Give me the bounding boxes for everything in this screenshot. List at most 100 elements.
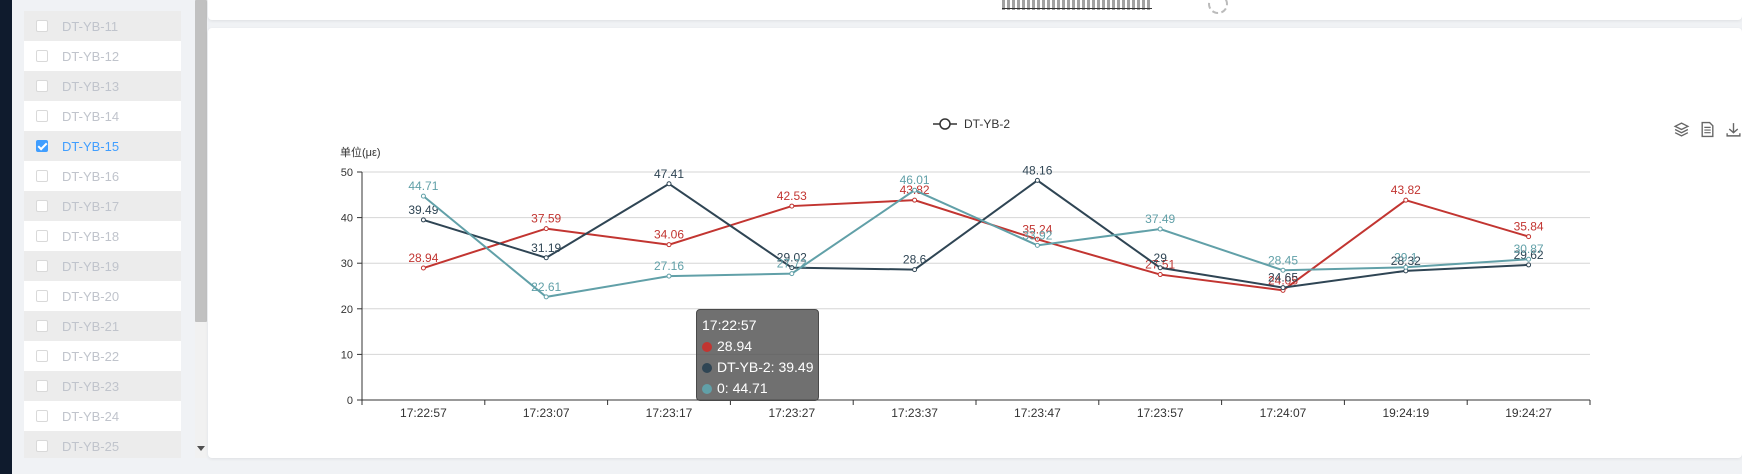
sensor-checkbox[interactable] xyxy=(36,440,48,452)
legend-label: DT-YB-2 xyxy=(964,117,1010,131)
sensor-label: DT-YB-20 xyxy=(62,288,120,304)
series-group: 39.49 31.19 47.41 29.02 28.6 48.16 29 24.65 28.3… xyxy=(408,163,1544,291)
sensor-checkbox[interactable] xyxy=(36,230,48,242)
sensor-checkbox[interactable] xyxy=(36,50,48,62)
sensor-item[interactable]: DT-YB-15 xyxy=(24,131,181,161)
sensor-item[interactable]: DT-YB-24 xyxy=(24,401,181,431)
data-point xyxy=(420,265,426,271)
sensor-label: DT-YB-14 xyxy=(62,108,120,124)
data-label: 39.49 xyxy=(408,203,438,217)
sensor-checkbox[interactable] xyxy=(36,170,48,182)
data-label: 34.06 xyxy=(654,228,684,242)
data-label: 29.62 xyxy=(1514,248,1544,262)
y-tick-label: 40 xyxy=(341,213,353,225)
sensor-checkbox[interactable] xyxy=(36,260,48,272)
sensor-item[interactable]: DT-YB-25 xyxy=(24,431,181,458)
data-point xyxy=(666,273,672,279)
data-point xyxy=(1526,256,1532,262)
tooltip-row: DT-YB-2: 39.49 xyxy=(702,357,818,378)
y-tick-label: 20 xyxy=(341,304,353,316)
sensor-checkbox[interactable] xyxy=(36,200,48,212)
data-point xyxy=(912,267,918,273)
series-line xyxy=(423,179,1529,289)
tooltip-row: 0: 44.71 xyxy=(702,378,818,399)
sensor-checkbox[interactable] xyxy=(36,20,48,32)
sensor-item[interactable]: DT-YB-22 xyxy=(24,341,181,371)
data-point xyxy=(1157,265,1163,271)
layers-icon[interactable] xyxy=(1673,121,1690,138)
data-point xyxy=(1034,242,1040,248)
sensor-label: DT-YB-15 xyxy=(62,138,120,154)
series-dot-icon xyxy=(702,362,712,373)
sensor-checkbox[interactable] xyxy=(36,410,48,422)
data-point xyxy=(1157,272,1163,278)
sensor-item[interactable]: DT-YB-17 xyxy=(24,191,181,221)
sensor-label: DT-YB-23 xyxy=(62,378,120,394)
sensor-list[interactable]: DT-YB-11 DT-YB-12 DT-YB-13 DT-YB-14 DT-YB-15… xyxy=(24,0,181,458)
sensor-label: DT-YB-24 xyxy=(62,408,120,424)
line-chart: 0 10 20 30 40 50 17:22:57 17:23:07 17:23:17 17:23… xyxy=(340,117,1591,420)
data-label: 24.65 xyxy=(1268,271,1298,285)
sensor-checkbox[interactable] xyxy=(36,380,48,392)
data-point xyxy=(1403,264,1409,270)
sensor-item[interactable]: DT-YB-23 xyxy=(24,371,181,401)
sensor-item[interactable]: DT-YB-16 xyxy=(24,161,181,191)
sensor-label: DT-YB-18 xyxy=(62,228,120,244)
data-label: 33.92 xyxy=(1022,228,1052,242)
sensor-item[interactable]: DT-YB-18 xyxy=(24,221,181,251)
data-label: 35.84 xyxy=(1514,220,1544,234)
data-label: 28.94 xyxy=(408,251,438,265)
data-view-icon[interactable] xyxy=(1699,121,1716,138)
sensor-item[interactable]: DT-YB-12 xyxy=(24,41,181,71)
sensor-item[interactable]: DT-YB-21 xyxy=(24,311,181,341)
data-label: 35.24 xyxy=(1022,222,1052,236)
sensor-checkbox[interactable] xyxy=(36,110,48,122)
data-label: 27.72 xyxy=(777,257,807,271)
scroll-down-arrow-icon[interactable] xyxy=(197,446,205,451)
sensor-item[interactable]: DT-YB-20 xyxy=(24,281,181,311)
data-point xyxy=(1157,226,1163,232)
data-label: 28.45 xyxy=(1268,253,1298,267)
sensor-checkbox[interactable] xyxy=(36,350,48,362)
sensor-item[interactable]: DT-YB-19 xyxy=(24,251,181,281)
data-label: 37.59 xyxy=(531,212,561,226)
sensor-checkbox[interactable] xyxy=(36,290,48,302)
data-label: 24.05 xyxy=(1268,273,1298,287)
data-point xyxy=(666,242,672,248)
data-label: 28.32 xyxy=(1391,254,1421,268)
scrollbar-thumb[interactable] xyxy=(195,0,207,322)
data-label: 48.16 xyxy=(1022,163,1052,177)
y-axis-label: 单位(με) xyxy=(340,145,381,159)
y-tick-label: 30 xyxy=(341,258,353,270)
data-point xyxy=(1526,262,1532,268)
data-label: 30.87 xyxy=(1514,242,1544,256)
x-tick-label: 17:23:27 xyxy=(768,406,815,420)
data-label: 29.02 xyxy=(777,251,807,265)
sensor-checkbox[interactable] xyxy=(36,140,48,152)
y-tick-label: 10 xyxy=(341,349,353,361)
sensor-label: DT-YB-12 xyxy=(62,48,120,64)
x-tick-label: 17:23:47 xyxy=(1014,406,1061,420)
data-label: 47.41 xyxy=(654,167,684,181)
data-point xyxy=(420,193,426,199)
sensor-checkbox[interactable] xyxy=(36,320,48,332)
data-point xyxy=(1526,234,1532,240)
tooltip-row: 28.94 xyxy=(702,336,818,357)
data-label: 43.82 xyxy=(1391,183,1421,197)
series-group: 44.71 22.61 27.16 27.72 46.01 33.92 37.49 28.45… xyxy=(408,173,1544,300)
sensor-checkbox[interactable] xyxy=(36,80,48,92)
sensor-panel: DT-YB-11 DT-YB-12 DT-YB-13 DT-YB-14 DT-YB-15… xyxy=(12,0,208,474)
y-tick-label: 50 xyxy=(341,167,353,179)
sensor-label: DT-YB-22 xyxy=(62,348,120,364)
sensor-item[interactable]: DT-YB-13 xyxy=(24,71,181,101)
tooltip-value: DT-YB-2: 39.49 xyxy=(717,359,814,375)
sensor-item[interactable]: DT-YB-11 xyxy=(24,11,181,41)
data-label: 37.49 xyxy=(1145,212,1175,226)
loading-icon xyxy=(1208,0,1228,14)
tooltip-value: 0: 44.71 xyxy=(717,380,768,396)
data-point xyxy=(789,271,795,277)
data-point xyxy=(789,203,795,209)
series-line xyxy=(422,189,1529,298)
download-icon[interactable] xyxy=(1725,121,1742,138)
sensor-item[interactable]: DT-YB-14 xyxy=(24,101,181,131)
